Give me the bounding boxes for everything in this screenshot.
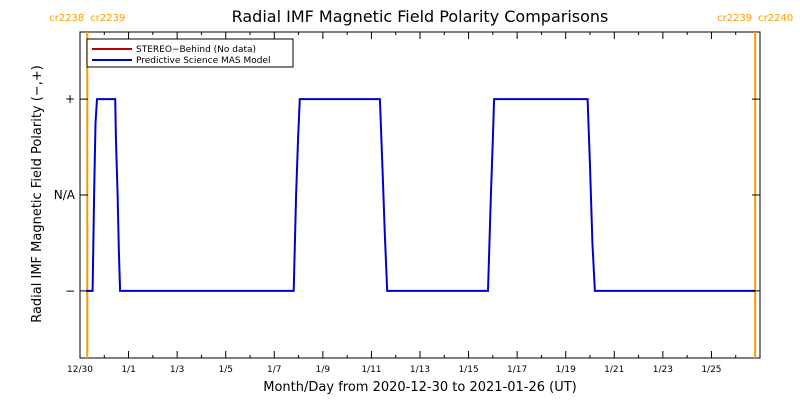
series-line-1 xyxy=(86,98,756,292)
plot-frame xyxy=(79,31,761,359)
y-tick-label: + xyxy=(65,92,75,106)
carrington-label: cr2239 xyxy=(717,13,752,24)
x-tick-label: 1/5 xyxy=(218,365,232,375)
x-tick-label: 1/3 xyxy=(170,365,184,375)
carrington-label: cr2240 xyxy=(758,13,793,24)
x-tick-label: 1/19 xyxy=(556,365,576,375)
y-tick-label: N/A xyxy=(54,188,76,202)
x-tick-label: 1/7 xyxy=(267,365,281,375)
x-tick-label: 1/25 xyxy=(701,365,721,375)
x-tick-label: 1/15 xyxy=(458,365,478,375)
y-tick-label: − xyxy=(65,284,75,298)
x-tick-label: 1/11 xyxy=(361,365,381,375)
axis-ticks: 12/30 1/1 1/3 1/5 1/7 1/9 1/11 1/13 1/15 1/17 1/19… xyxy=(54,32,760,375)
legend-label-stereo: STEREO−Behind (No data) xyxy=(136,45,256,55)
series-lines xyxy=(86,98,756,292)
x-tick-label: 1/21 xyxy=(604,365,624,375)
x-tick-label: 1/17 xyxy=(507,365,527,375)
x-tick-label: 1/1 xyxy=(121,365,135,375)
chart-title: Radial IMF Magnetic Field Polarity Compa… xyxy=(232,7,609,26)
legend-box xyxy=(86,38,294,68)
x-tick-label: 1/13 xyxy=(410,365,430,375)
carrington-label: cr2238 xyxy=(49,13,84,24)
x-axis-label: Month/Day from 2020-12-30 to 2021-01-26 … xyxy=(263,380,576,395)
x-tick-label: 12/30 xyxy=(67,365,93,375)
legend-label-mas-model: Predictive Science MAS Model xyxy=(136,56,271,66)
carrington-label: cr2239 xyxy=(90,13,125,24)
x-tick-label: 1/23 xyxy=(653,365,673,375)
y-axis-label: Radial IMF Magnetic Field Polarity (−,+) xyxy=(30,65,45,323)
legend: STEREO−Behind (No data) Predictive Scien… xyxy=(86,38,294,68)
x-tick-label: 1/9 xyxy=(316,365,331,375)
plot-frame-group xyxy=(79,31,761,359)
